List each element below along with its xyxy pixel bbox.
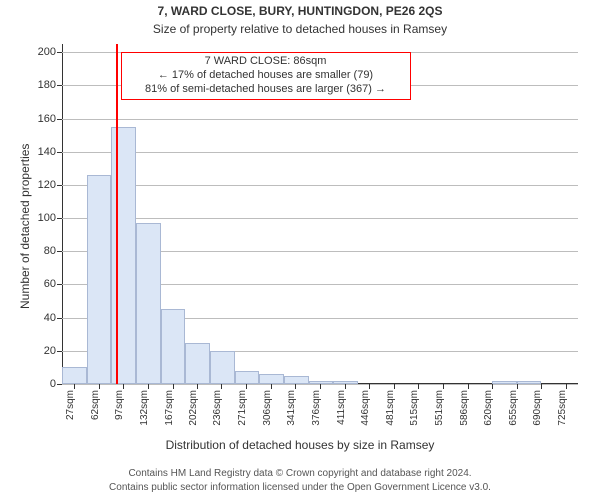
- y-tick-mark: [57, 318, 62, 319]
- y-tick-mark: [57, 85, 62, 86]
- y-tick-mark: [57, 185, 62, 186]
- x-tick-label: 551sqm: [434, 390, 445, 426]
- y-tick-mark: [57, 152, 62, 153]
- histogram-bar: [62, 367, 87, 384]
- x-tick-label: 97sqm: [114, 390, 125, 420]
- annotation-callout: 7 WARD CLOSE: 86sqm← 17% of detached hou…: [121, 52, 411, 99]
- y-tick-label: 80: [44, 245, 56, 257]
- x-tick-label: 655sqm: [508, 390, 519, 426]
- x-tick-label: 586sqm: [459, 390, 470, 426]
- y-tick-mark: [57, 218, 62, 219]
- x-tick-mark: [221, 384, 222, 389]
- y-tick-label: 40: [44, 312, 56, 324]
- x-tick-mark: [345, 384, 346, 389]
- x-tick-mark: [468, 384, 469, 389]
- x-tick-mark: [246, 384, 247, 389]
- x-axis-title: Distribution of detached houses by size …: [0, 438, 600, 452]
- x-tick-mark: [443, 384, 444, 389]
- x-tick-mark: [99, 384, 100, 389]
- x-tick-label: 306sqm: [262, 390, 273, 426]
- chart-title-address: 7, WARD CLOSE, BURY, HUNTINGDON, PE26 2Q…: [0, 4, 600, 18]
- annotation-line: 81% of semi-detached houses are larger (…: [128, 83, 404, 97]
- x-tick-label: 167sqm: [164, 390, 175, 426]
- chart-container: { "title": { "line1": "7, WARD CLOSE, BU…: [0, 0, 600, 500]
- chart-subtitle: Size of property relative to detached ho…: [0, 22, 600, 36]
- x-tick-label: 376sqm: [311, 390, 322, 426]
- annotation-line: ← 17% of detached houses are smaller (79…: [128, 69, 404, 83]
- y-tick-mark: [57, 284, 62, 285]
- x-tick-label: 62sqm: [90, 390, 101, 420]
- y-tick-label: 200: [38, 46, 56, 58]
- y-tick-mark: [57, 384, 62, 385]
- annotation-line: 7 WARD CLOSE: 86sqm: [128, 55, 404, 69]
- histogram-bar: [309, 381, 334, 384]
- histogram-bar: [517, 381, 542, 384]
- x-tick-mark: [566, 384, 567, 389]
- footer-attribution-2: Contains public sector information licen…: [0, 482, 600, 493]
- x-tick-label: 690sqm: [532, 390, 543, 426]
- y-tick-label: 180: [38, 79, 56, 91]
- x-tick-mark: [123, 384, 124, 389]
- footer-attribution-1: Contains HM Land Registry data © Crown c…: [0, 468, 600, 479]
- histogram-bar: [235, 371, 260, 384]
- x-tick-mark: [148, 384, 149, 389]
- y-tick-label: 100: [38, 212, 56, 224]
- histogram-bar: [259, 374, 284, 384]
- x-tick-mark: [320, 384, 321, 389]
- y-axis-title: Number of detached properties: [18, 144, 32, 309]
- x-tick-mark: [271, 384, 272, 389]
- x-tick-mark: [197, 384, 198, 389]
- y-tick-label: 20: [44, 345, 56, 357]
- x-tick-label: 446sqm: [360, 390, 371, 426]
- histogram-bar: [210, 351, 235, 384]
- x-tick-label: 481sqm: [385, 390, 396, 426]
- y-tick-label: 140: [38, 146, 56, 158]
- x-tick-label: 27sqm: [65, 390, 76, 420]
- plot-area: 02040608010012014016018020027sqm62sqm97s…: [62, 44, 578, 384]
- histogram-bar: [333, 381, 358, 384]
- y-gridline: [62, 152, 578, 153]
- property-marker-line: [116, 44, 118, 384]
- x-tick-mark: [418, 384, 419, 389]
- x-tick-mark: [541, 384, 542, 389]
- y-tick-label: 120: [38, 179, 56, 191]
- histogram-bar: [185, 343, 210, 384]
- y-gridline: [62, 185, 578, 186]
- x-tick-mark: [295, 384, 296, 389]
- x-tick-mark: [369, 384, 370, 389]
- histogram-bar: [136, 223, 161, 384]
- y-tick-label: 60: [44, 278, 56, 290]
- histogram-bar: [87, 175, 112, 384]
- x-tick-label: 271sqm: [237, 390, 248, 426]
- histogram-bar: [284, 376, 309, 384]
- x-tick-label: 620sqm: [483, 390, 494, 426]
- y-tick-label: 160: [38, 113, 56, 125]
- x-tick-mark: [394, 384, 395, 389]
- x-tick-label: 725sqm: [557, 390, 568, 426]
- histogram-bar: [161, 309, 186, 384]
- x-tick-mark: [74, 384, 75, 389]
- y-tick-mark: [57, 119, 62, 120]
- x-tick-mark: [492, 384, 493, 389]
- y-tick-mark: [57, 351, 62, 352]
- x-tick-label: 341sqm: [286, 390, 297, 426]
- x-tick-mark: [517, 384, 518, 389]
- y-tick-label: 0: [50, 378, 56, 390]
- y-tick-mark: [57, 251, 62, 252]
- histogram-bar: [492, 381, 517, 384]
- x-tick-mark: [173, 384, 174, 389]
- y-gridline: [62, 119, 578, 120]
- y-gridline: [62, 218, 578, 219]
- y-axis-line: [62, 44, 63, 384]
- x-tick-label: 515sqm: [409, 390, 420, 426]
- x-tick-label: 236sqm: [212, 390, 223, 426]
- x-tick-label: 202sqm: [188, 390, 199, 426]
- y-tick-mark: [57, 52, 62, 53]
- x-tick-label: 132sqm: [139, 390, 150, 426]
- x-tick-label: 411sqm: [336, 390, 347, 425]
